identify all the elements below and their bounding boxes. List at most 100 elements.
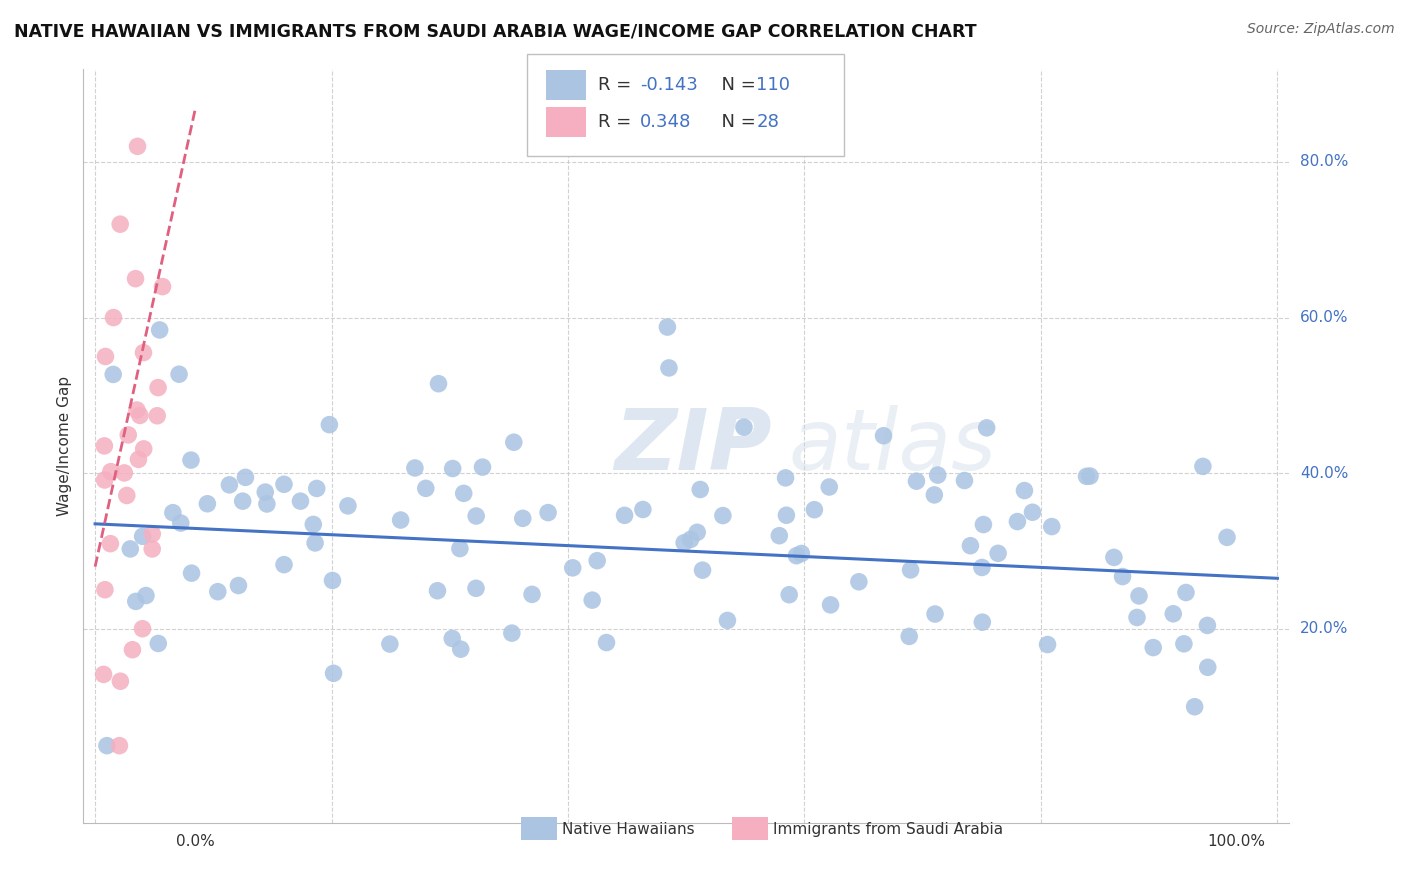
Point [1175,585,1198,599]
Text: Source: ZipAtlas.com: Source: ZipAtlas.com [1247,22,1395,37]
Point [716,614,738,628]
Point [228,578,250,592]
Point [127,452,149,467]
Point [127,139,149,153]
Point [775,471,797,485]
Point [927,468,949,483]
Point [302,517,325,532]
Point [167,368,190,382]
Point [427,376,450,391]
Point [235,470,257,484]
Point [733,420,755,434]
Point [1173,637,1195,651]
Point [778,588,800,602]
Point [93,439,115,453]
Point [537,506,560,520]
Point [232,494,254,508]
Point [195,497,218,511]
Point [218,478,240,492]
Point [673,535,696,549]
Point [972,517,994,532]
Point [900,563,922,577]
Point [125,403,148,417]
Point [502,435,524,450]
Point [321,574,343,588]
Point [820,598,842,612]
Point [465,508,488,523]
Point [1021,505,1043,519]
Text: R =: R = [598,76,637,94]
Point [803,502,825,516]
Point [93,667,115,681]
Point [120,541,142,556]
Point [1161,607,1184,621]
Point [148,636,170,650]
Text: Native Hawaiians: Native Hawaiians [562,822,695,837]
Point [631,502,654,516]
Point [905,474,928,488]
Point [103,368,125,382]
Point [93,473,115,487]
Text: N =: N = [710,76,762,94]
Text: 0.0%: 0.0% [176,834,215,849]
Point [131,529,153,543]
Text: 110: 110 [756,76,790,94]
Point [426,583,449,598]
Point [115,488,138,502]
Text: ZIP: ZIP [614,404,772,488]
Point [768,529,790,543]
Point [1192,459,1215,474]
Point [117,428,139,442]
Point [146,409,169,423]
Point [170,516,193,530]
Point [848,574,870,589]
Point [657,320,679,334]
Point [1078,469,1101,483]
Text: N =: N = [710,113,762,131]
Text: 20.0%: 20.0% [1301,622,1348,636]
Point [100,536,122,550]
Point [441,632,464,646]
Point [465,582,488,596]
Point [686,525,709,540]
Point [818,480,841,494]
Point [112,466,135,480]
Point [790,546,813,560]
Point [872,428,894,442]
Text: 80.0%: 80.0% [1301,154,1348,169]
Point [453,486,475,500]
Point [121,642,143,657]
Point [94,582,117,597]
Point [128,409,150,423]
Point [501,626,523,640]
Point [711,508,734,523]
Text: 40.0%: 40.0% [1301,466,1348,481]
Point [450,642,472,657]
Point [1142,640,1164,655]
Point [898,629,921,643]
Point [1036,638,1059,652]
Y-axis label: Wage/Income Gap: Wage/Income Gap [58,376,72,516]
Point [1184,699,1206,714]
Point [110,674,132,689]
Point [146,381,169,395]
Point [125,594,148,608]
Point [924,488,946,502]
Point [149,323,172,337]
Point [1126,610,1149,624]
Point [162,506,184,520]
Point [1197,660,1219,674]
Point [970,560,993,574]
Text: atlas: atlas [789,404,997,488]
Text: 28: 28 [756,113,779,131]
Point [595,635,617,649]
Point [1040,519,1063,533]
Point [207,584,229,599]
Point [254,485,277,500]
Point [1216,530,1239,544]
Point [924,607,946,621]
Point [785,549,807,563]
Point [132,442,155,456]
Point [1076,469,1098,483]
Point [305,482,328,496]
